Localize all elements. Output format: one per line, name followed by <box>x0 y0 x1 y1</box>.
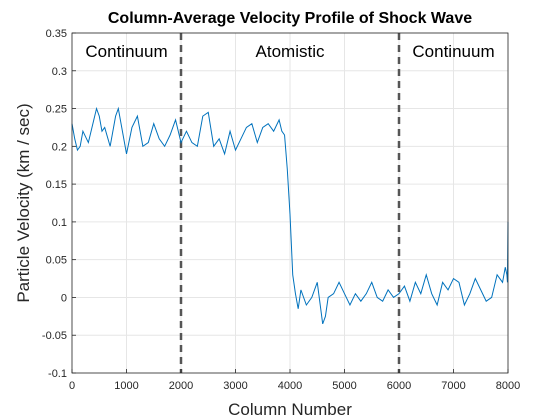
x-tick-label-3: 3000 <box>223 380 247 392</box>
x-tick-label-0: 0 <box>69 380 75 392</box>
region-labels: Continuum Atomistic Continuum <box>85 42 494 61</box>
y-tick-label-6: 0.2 <box>52 141 67 153</box>
y-tick-label-4: 0.1 <box>52 217 67 229</box>
x-ticks: 0 1000 2000 3000 4000 5000 6000 7000 8000 <box>69 369 520 392</box>
y-tick-label-8: 0.3 <box>52 66 67 78</box>
y-tick-label-2: 0 <box>61 292 67 304</box>
x-tick-label-4: 4000 <box>278 380 302 392</box>
chart-title: Column-Average Velocity Profile of Shock… <box>108 10 472 27</box>
x-tick-label-2: 2000 <box>169 380 193 392</box>
x-tick-label-8: 8000 <box>496 380 520 392</box>
x-tick-label-5: 5000 <box>332 380 356 392</box>
y-axis-label: Particle Velocity (km / sec) <box>14 103 33 302</box>
y-tick-label-7: 0.25 <box>46 104 67 116</box>
x-tick-label-1: 1000 <box>114 380 138 392</box>
y-tick-label-1: -0.05 <box>42 330 67 342</box>
velocity-series-line <box>71 106 509 325</box>
y-ticks: -0.1 -0.05 0 0.05 0.1 0.15 0.2 0.25 0.3 0.35 <box>42 28 76 380</box>
region-label-2: Continuum <box>412 42 494 61</box>
divider-lines <box>179 33 401 373</box>
x-tick-label-6: 6000 <box>387 380 411 392</box>
y-tick-label-5: 0.15 <box>46 179 67 191</box>
x-tick-label-7: 7000 <box>441 380 465 392</box>
y-tick-label-9: 0.35 <box>46 28 67 40</box>
y-tick-label-3: 0.05 <box>46 255 67 267</box>
region-label-1: Atomistic <box>256 42 325 61</box>
region-label-0: Continuum <box>85 42 167 61</box>
x-axis-label: Column Number <box>228 400 352 419</box>
y-tick-label-0: -0.1 <box>48 368 67 380</box>
